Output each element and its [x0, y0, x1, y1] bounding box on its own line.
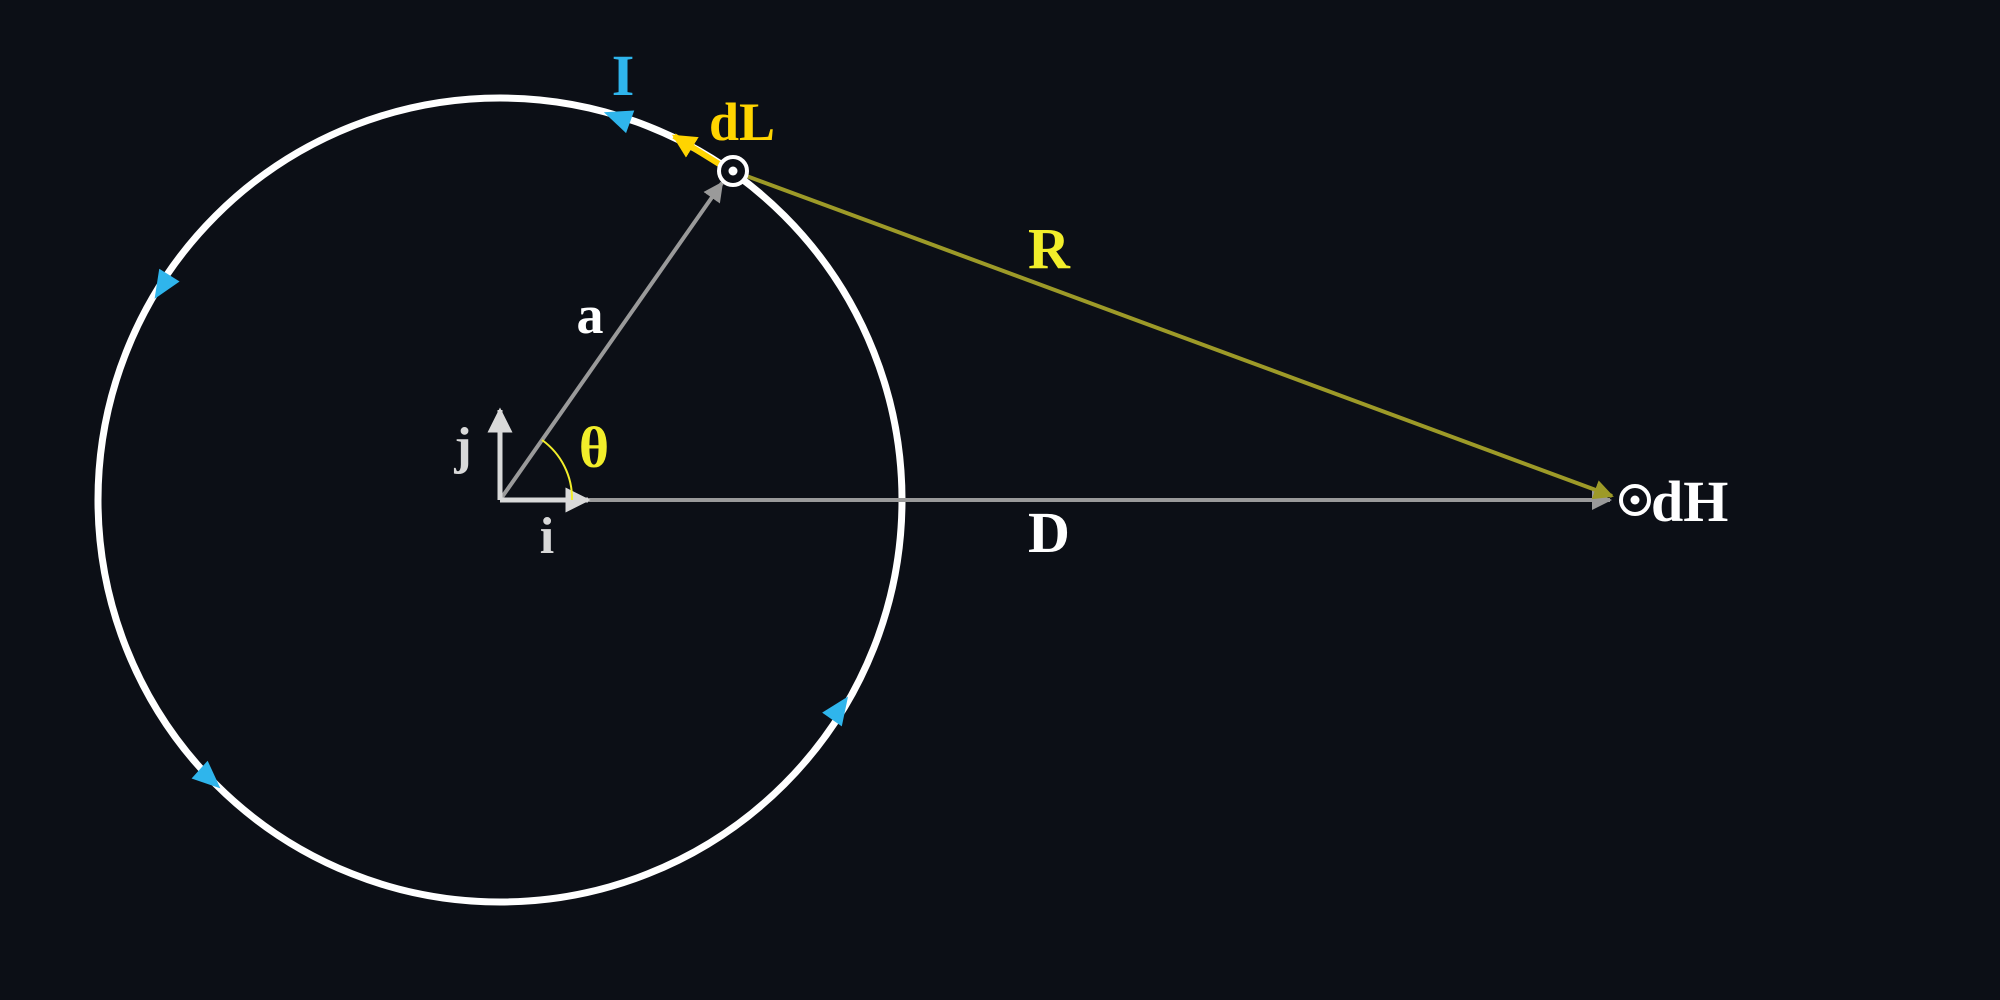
radius-vector: [498, 181, 724, 502]
element-label: dL: [709, 92, 775, 152]
current-arrow-icon: [191, 760, 221, 789]
dot-in-circle-icon: [717, 155, 749, 187]
unit-vector-j-label: j: [453, 418, 471, 475]
distance-vector-label: R: [1028, 216, 1071, 281]
current-arrow-icon: [603, 110, 635, 134]
angle-label: θ: [579, 415, 609, 480]
axis-distance-label: D: [1028, 500, 1070, 565]
current-label: I: [612, 43, 635, 108]
dot-in-circle-icon: [1619, 484, 1651, 516]
field-label: dH: [1651, 469, 1728, 534]
current-arrow-icon: [154, 268, 180, 299]
current-arrow-icon: [822, 696, 849, 727]
current-direction-arrows: [154, 110, 849, 789]
radius-label: a: [577, 285, 604, 345]
unit-vector-i-label: i: [540, 508, 554, 565]
angle-arc: [541, 439, 574, 501]
distance-vector: [732, 169, 1614, 500]
